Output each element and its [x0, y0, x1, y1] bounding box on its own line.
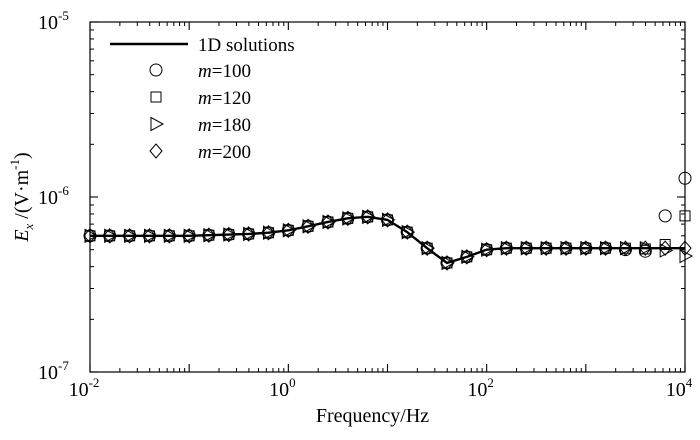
- x-tick-base: 10: [467, 379, 487, 401]
- legend-var: m: [198, 115, 212, 136]
- legend-swatch-square: [150, 91, 162, 103]
- x-tick-label: 104: [666, 375, 693, 401]
- legend-value: =200: [212, 142, 251, 163]
- x-tick-exp: 4: [686, 375, 693, 390]
- data-point-diamond: [361, 209, 375, 225]
- data-point-diamond: [559, 240, 573, 256]
- data-point-circle: [678, 171, 692, 185]
- data-point-diamond: [380, 212, 395, 228]
- legend-label-square: m=120: [198, 88, 251, 109]
- data-point-triangle-right: [481, 242, 495, 258]
- legend-label-circle: m=100: [198, 61, 251, 82]
- legend-value: =100: [212, 61, 251, 82]
- y-axis-label-group: Ex /(V·m-1): [7, 152, 36, 242]
- data-point-diamond: [618, 240, 633, 256]
- data-point-diamond: [281, 222, 295, 239]
- legend-var: m: [198, 61, 212, 82]
- y-tick-exp: -5: [58, 8, 69, 23]
- data-point-diamond: [321, 214, 335, 230]
- x-tick-base: 10: [69, 379, 89, 401]
- data-point-diamond: [261, 224, 276, 241]
- x-tick-exp: 0: [289, 375, 296, 390]
- x-tick-label: 10-2: [69, 375, 100, 401]
- data-point-diamond: [301, 218, 315, 235]
- data-point-diamond: [678, 240, 692, 256]
- legend-var: m: [198, 88, 212, 109]
- data-point-triangle-right: [421, 240, 436, 256]
- y-label-unit: /(V·m: [11, 169, 33, 223]
- y-tick-exp: -7: [58, 358, 69, 373]
- data-point-triangle-right: [84, 228, 99, 244]
- y-tick-exp: -6: [58, 183, 69, 198]
- y-tick-base: 10: [38, 362, 58, 384]
- data-point-diamond: [341, 210, 355, 227]
- data-point-diamond: [499, 240, 514, 256]
- x-tick-exp: 2: [487, 375, 494, 390]
- data-point-diamond: [658, 240, 672, 256]
- x-axis-label: Frequency/Hz: [316, 405, 429, 427]
- data-point-diamond: [480, 241, 494, 258]
- data-point-square: [679, 210, 691, 222]
- legend-label-triangle-right: m=180: [198, 115, 251, 136]
- legend-swatch-circle: [149, 63, 163, 77]
- data-point-diamond: [598, 240, 613, 256]
- data-point-diamond: [162, 228, 176, 244]
- data-point-diamond: [222, 226, 236, 243]
- data-point-diamond: [519, 240, 533, 256]
- x-tick-base: 10: [269, 379, 289, 401]
- y-label-unit-close: ): [11, 152, 33, 159]
- y-label-unit-exp: -1: [7, 159, 22, 170]
- data-point-triangle-right: [679, 248, 694, 264]
- data-point-diamond: [182, 228, 196, 244]
- data-point-diamond: [122, 228, 137, 244]
- data-point-triangle-right: [441, 255, 456, 271]
- legend-value: =120: [212, 88, 251, 109]
- data-point-diamond: [638, 240, 652, 256]
- x-tick-base: 10: [666, 379, 686, 401]
- data-point-triangle-right: [401, 224, 416, 240]
- data-point-diamond: [539, 240, 553, 256]
- series-line-1d-solutions: [90, 215, 685, 265]
- y-tick-label: 10-5: [38, 8, 69, 34]
- legend-value: =180: [212, 115, 251, 136]
- y-tick-base: 10: [38, 187, 58, 209]
- data-point-circle: [638, 244, 652, 258]
- legend-label-1d: 1D solutions: [198, 35, 295, 56]
- x-tick-label: 100: [269, 375, 296, 401]
- x-tick-label: 102: [467, 375, 494, 401]
- plot-frame: [89, 21, 686, 373]
- y-axis-label: Ex /(V·m-1): [7, 152, 36, 242]
- x-tick-exp: -2: [89, 375, 100, 390]
- data-point-triangle-right: [461, 249, 475, 265]
- legend-swatch-triangle-right: [150, 116, 165, 132]
- data-point-diamond: [579, 240, 593, 256]
- y-tick-label: 10-6: [38, 183, 69, 209]
- y-tick-label: 10-7: [38, 358, 69, 384]
- legend-var: m: [198, 142, 212, 163]
- y-label-subscript: x: [21, 223, 36, 230]
- data-point-diamond: [241, 226, 256, 242]
- legend-swatch-diamond: [149, 143, 163, 159]
- y-label-symbol: E: [11, 229, 33, 242]
- y-tick-base: 10: [38, 12, 58, 34]
- legend-label-diamond: m=200: [198, 142, 251, 163]
- data-point-diamond: [83, 228, 97, 244]
- data-point-diamond: [202, 227, 216, 243]
- data-point-circle: [658, 209, 672, 223]
- data-point-diamond: [103, 228, 117, 244]
- data-point-diamond: [142, 228, 157, 244]
